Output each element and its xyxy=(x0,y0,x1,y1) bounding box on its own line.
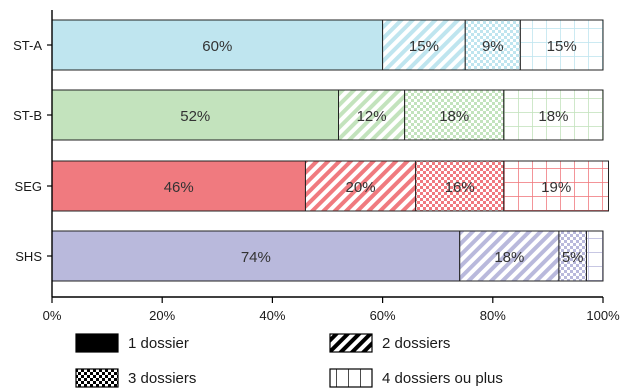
data-label-shs-1: 74% xyxy=(241,249,271,266)
legend-label-3: 3 dossiers xyxy=(128,370,196,387)
x-tick-label: 60% xyxy=(370,308,396,323)
data-label-st-a-2: 15% xyxy=(409,38,439,55)
data-label-seg-4: 19% xyxy=(541,179,571,196)
legend-swatches xyxy=(76,334,372,387)
data-label-seg-3: 16% xyxy=(445,179,475,196)
bar-shs-4 xyxy=(586,231,603,281)
x-tick-label: 40% xyxy=(259,308,285,323)
data-label-st-a-4: 15% xyxy=(547,38,577,55)
data-label-seg-2: 20% xyxy=(346,179,376,196)
x-tick-label: 100% xyxy=(586,308,620,323)
x-tick-label: 80% xyxy=(480,308,506,323)
legend-label-2: 2 dossiers xyxy=(382,335,450,352)
legend-label-1: 1 dossier xyxy=(128,335,189,352)
data-label-st-b-1: 52% xyxy=(180,108,210,125)
bars-layer xyxy=(52,20,609,281)
data-label-seg-1: 46% xyxy=(164,179,194,196)
category-label-st-a: ST-A xyxy=(13,38,42,53)
legend-swatch-1 xyxy=(76,334,118,352)
data-label-st-b-4: 18% xyxy=(538,108,568,125)
data-label-shs-3: 5% xyxy=(562,249,584,266)
x-tick-label: 20% xyxy=(149,308,175,323)
legend-swatch-2 xyxy=(330,334,372,352)
legend-swatch-3 xyxy=(76,369,118,387)
data-label-shs-2: 18% xyxy=(494,249,524,266)
category-label-seg: SEG xyxy=(15,179,42,194)
data-label-st-b-2: 12% xyxy=(357,108,387,125)
category-label-st-b: ST-B xyxy=(13,108,42,123)
legend-label-4: 4 dossiers ou plus xyxy=(382,370,503,387)
data-label-st-a-1: 60% xyxy=(202,38,232,55)
legend-swatch-4 xyxy=(330,369,372,387)
data-label-st-b-3: 18% xyxy=(439,108,469,125)
data-label-st-a-3: 9% xyxy=(482,38,504,55)
category-label-shs: SHS xyxy=(15,249,42,264)
x-tick-label: 0% xyxy=(43,308,62,323)
